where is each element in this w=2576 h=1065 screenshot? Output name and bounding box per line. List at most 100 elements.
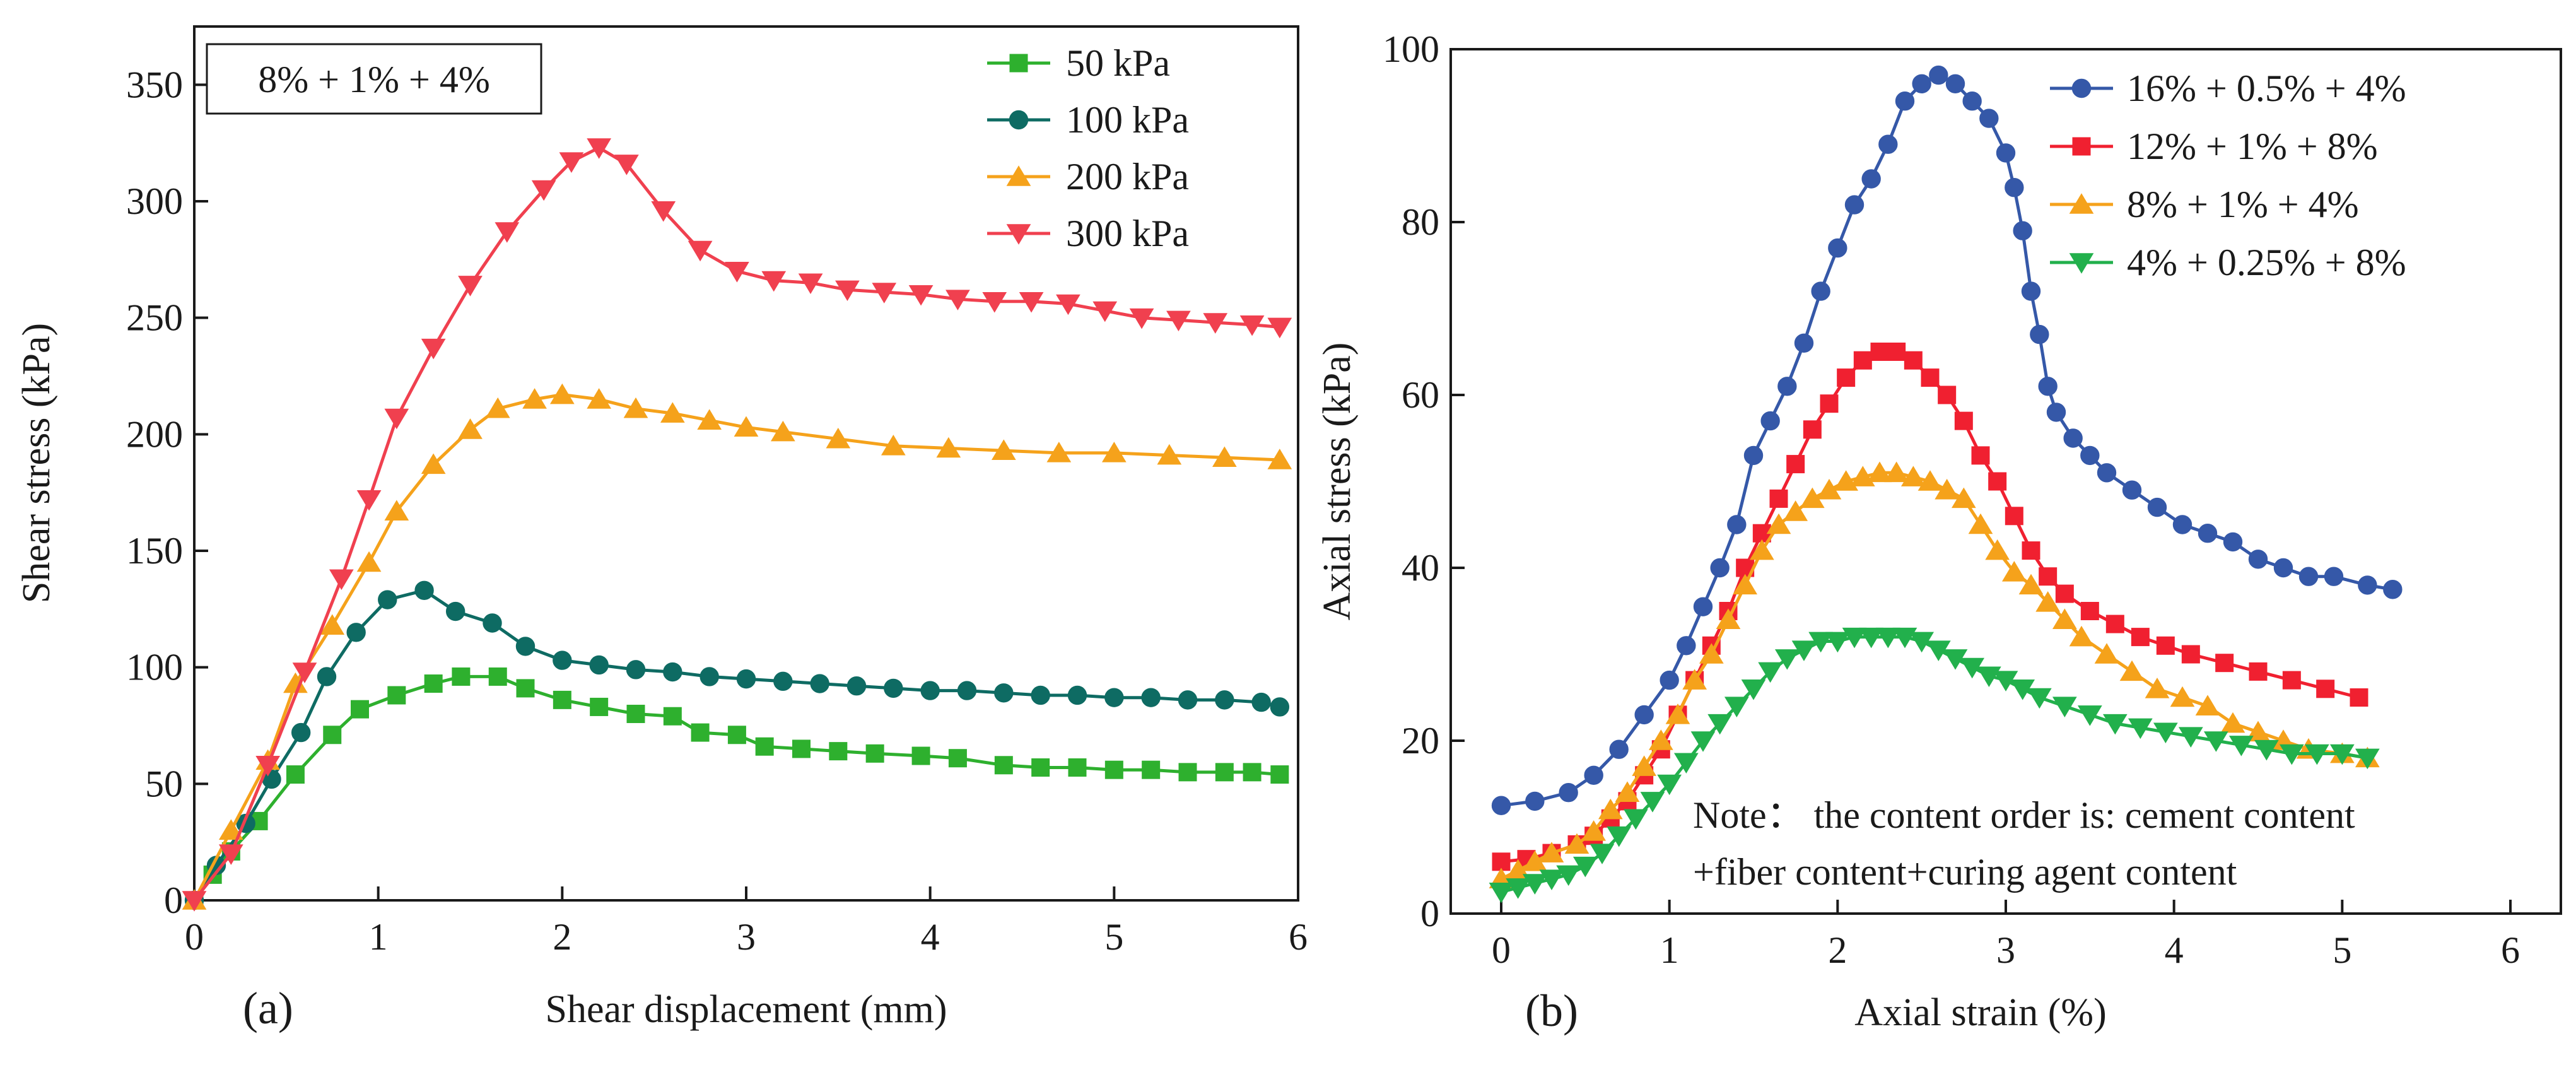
panel-a-x-tick-label-4: 4 [921, 916, 940, 958]
panel-a-series-0-point-6 [351, 700, 369, 719]
panel-b-legend-marker-0 [2071, 78, 2092, 98]
panel-b-series-2-point-27 [1951, 487, 1976, 509]
panel-b-legend-item-2: 8% + 1% + 4% [2050, 184, 2359, 225]
panel-b-y-axis-title: Axial stress (kPa) [1316, 343, 1359, 621]
panel-b-label: (b) [1525, 986, 1578, 1036]
panel-b-series-3-point-12 [1690, 731, 1716, 752]
panel-b-series-0-point-39 [2198, 524, 2218, 543]
panel-a-series-1-point-12 [553, 650, 572, 670]
panel-b-x-tick-label-6: 6 [2501, 929, 2520, 971]
panel-b-y-tick-label-1: 20 [1402, 720, 1439, 762]
panel-a-series-1-point-26 [1067, 685, 1087, 705]
panel-b-series-3-point-4 [1556, 865, 1581, 886]
panel-b-series-0-point-32 [2046, 403, 2066, 422]
panel-b-series-1-point-42 [2350, 688, 2368, 707]
panel-b-series-2-point-3 [1539, 842, 1564, 862]
panel-b-legend-label-3: 4% + 0.25% + 8% [2127, 242, 2406, 283]
panel-b-series-1-point-18 [1820, 394, 1839, 413]
panel-b-series-2-point-15 [1749, 539, 1774, 560]
panel-b-series-1-point-32 [2055, 584, 2074, 603]
panel-a-series-1-point-13 [589, 655, 609, 675]
panel-a-series-1-point-16 [700, 667, 719, 686]
panel-a-series-2-point-12 [587, 388, 612, 409]
panel-b-series-3-point-34 [2077, 705, 2102, 726]
panel-b-series-2-point-38 [2170, 686, 2195, 707]
panel-a-legend-label-1: 100 kPa [1066, 99, 1189, 141]
panel-b-series-0-point-22 [1929, 65, 1948, 85]
panel-b-series-3-point-37 [2153, 722, 2178, 744]
panel-a-series-2-point-16 [734, 416, 759, 437]
panel-a-series-0-point-7 [387, 686, 406, 705]
panel-b-legend-marker-2 [2069, 193, 2094, 214]
panel-a-series-2-line [192, 393, 1280, 902]
panel-b-series-2-point-11 [1682, 669, 1707, 690]
panel-a-series-2-point-7 [421, 453, 446, 474]
panel-b-series-0-point-41 [2248, 550, 2268, 569]
panel-b-legend-item-1: 12% + 1% + 8% [2050, 126, 2378, 167]
panel-b-series-0-point-35 [2097, 463, 2117, 483]
panel-b-series-0-point-43 [2298, 567, 2319, 586]
panel-a-series-1-point-24 [994, 683, 1014, 703]
panel-a-series-2-point-11 [549, 383, 575, 404]
panel-a-series-1-point-4 [291, 722, 311, 743]
panel-b-series-2-point-39 [2195, 695, 2220, 715]
panel-b-series-0-point-20 [1895, 91, 1915, 111]
panel-b-series-2-point-22 [1867, 461, 1892, 483]
panel-b-series-0-point-45 [2358, 575, 2377, 595]
panel-b-series-1-point-30 [2022, 541, 2040, 560]
panel-a-series-3-point-15 [688, 240, 713, 262]
panel-b-series-1-point-21 [1870, 343, 1889, 361]
panel-a-series-2-point-23 [1101, 442, 1127, 462]
panel-a-series-2-point-8 [458, 418, 483, 439]
panel-b-series-0-point-25 [1979, 109, 1999, 128]
panel-a-series-1-point-27 [1104, 688, 1124, 707]
panel-b-series-0-point-40 [2223, 532, 2243, 552]
panel-a-series-3-point-6 [384, 408, 409, 430]
panel-b-series-1-point-39 [2249, 662, 2268, 681]
panel-a-x-axis-title: Shear displacement (mm) [545, 988, 947, 1031]
panel-b-series-3-point-20 [1825, 632, 1850, 653]
panel-a-series-1-point-6 [346, 623, 366, 642]
panel-a-series-0-point-22 [911, 746, 930, 765]
panel-b-series-0-point-4 [1609, 739, 1629, 759]
panel-b-series-0-point-28 [2013, 221, 2032, 240]
panel-b-series-0-point-36 [2122, 480, 2142, 500]
panel-a-series-0-point-10 [488, 667, 507, 686]
panel-b-series-1-point-34 [2105, 615, 2124, 633]
panel-b-series-0-point-17 [1844, 195, 1865, 215]
panel-a-y-tick-label-5: 250 [126, 297, 183, 339]
panel-b-series-3-point-0 [1489, 882, 1514, 903]
panel-b-series-3-point-39 [2203, 731, 2228, 752]
panel-b-series-0-point-24 [1962, 91, 1982, 111]
panel-b-series-3-point-3 [1539, 869, 1564, 890]
panel-b-series-3-point-33 [2052, 697, 2077, 717]
panel-b-x-tick-label-2: 2 [1828, 929, 1847, 971]
panel-a-x-tick-label-2: 2 [553, 916, 571, 958]
panel-a-series-0-point-13 [590, 697, 609, 716]
panel-b-series-2-point-34 [2069, 625, 2094, 647]
panel-a-series-0-point-4 [286, 765, 305, 784]
panel-b-series-0-point-6 [1660, 670, 1679, 690]
panel-b-series-1-point-40 [2282, 671, 2301, 690]
panel-b-series-1-point-31 [2039, 567, 2058, 586]
panel-a-series-3-point-24 [1019, 292, 1044, 313]
panel-a-series-0-point-29 [1178, 763, 1197, 782]
panel-b-series-2-point-31 [2018, 574, 2044, 595]
panel-a-series-2-point-13 [623, 397, 648, 418]
panel-a-series-1-point-9 [445, 601, 465, 621]
panel-a-series-1-point-25 [1031, 685, 1050, 705]
panel-b-x-tick-label-4: 4 [2165, 929, 2184, 971]
panel-b-series-1-point-19 [1837, 368, 1856, 387]
panel-a-legend-marker-3 [1006, 224, 1031, 245]
panel-b-series-2-point-28 [1968, 513, 1993, 534]
panel-b-x-axis-title: Axial strain (%) [1854, 991, 2106, 1034]
panel-b-series-2-point-26 [1935, 478, 1960, 500]
panel-a-series-0-point-5 [323, 726, 342, 744]
panel-b-series-0-point-14 [1794, 333, 1814, 353]
panel-a-series-2-point-9 [485, 397, 510, 418]
panel-b-series-0-point-23 [1945, 74, 1965, 94]
panel-b-series-3-point-36 [2128, 718, 2153, 739]
panel-b-series-0-point-16 [1828, 238, 1847, 258]
panel-b-series-2-point-36 [2119, 660, 2145, 681]
